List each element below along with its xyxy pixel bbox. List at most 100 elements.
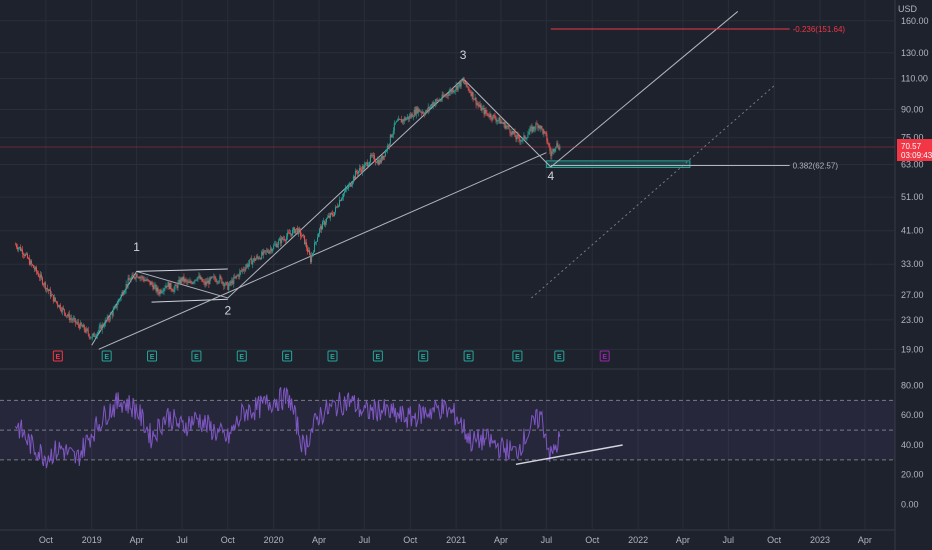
candle-body (293, 227, 295, 230)
candle-body (406, 116, 408, 119)
earnings-marker-label: E (466, 354, 471, 361)
candle-body (402, 119, 404, 122)
candle-body (257, 256, 259, 258)
candle-body (281, 237, 283, 244)
candle-body (68, 313, 70, 321)
wave5-projection (550, 11, 739, 168)
candle-body (518, 135, 520, 139)
candle-body (236, 275, 238, 277)
candle-body (165, 285, 167, 288)
candle-body (198, 275, 200, 277)
rsi-tick-label: 80.00 (901, 380, 924, 390)
candle-body (508, 125, 510, 129)
candle-body (270, 248, 272, 251)
candle-body (429, 106, 431, 109)
candle-body (458, 82, 460, 85)
price-tick-label: 130.00 (901, 48, 929, 58)
candle-body (123, 292, 125, 295)
wave-channel-line (98, 152, 547, 350)
candle-body (398, 119, 400, 120)
earnings-marker (327, 350, 338, 362)
candle-body (232, 280, 234, 284)
candle-body (392, 130, 394, 135)
candle-body (524, 135, 526, 139)
candle-body (225, 282, 227, 285)
candle-body (91, 335, 93, 339)
candle-body (124, 290, 126, 293)
candle-body (507, 125, 509, 127)
candle-body (262, 251, 264, 255)
candle-body (83, 324, 85, 330)
candle-body (386, 145, 388, 151)
candle-body (430, 104, 432, 107)
candle-body (487, 113, 489, 116)
earnings-marker-label: E (150, 354, 155, 361)
candle-body (226, 282, 228, 284)
candle-body (529, 128, 531, 133)
candle-body (510, 132, 512, 135)
candle-body (312, 253, 314, 256)
candle-body (175, 285, 177, 286)
candle-body (267, 250, 269, 253)
candle-body (537, 124, 539, 128)
candle-body (365, 162, 367, 164)
candle-body (69, 318, 71, 321)
candle-body (460, 80, 462, 87)
candle-body (381, 156, 383, 160)
candle-body (251, 258, 253, 265)
candle-body (288, 232, 290, 234)
candle-body (195, 279, 197, 281)
candle-body (176, 285, 178, 289)
price-tick-label: 63.00 (901, 159, 924, 169)
earnings-marker (191, 350, 202, 362)
candle-body (367, 164, 369, 167)
candle-body (530, 126, 532, 129)
price-axis[interactable]: 19.00 23.00 27.00 33.00 41.00 51.00 63.00 75.00… (901, 16, 929, 355)
candle-body (517, 134, 519, 136)
candle-body (82, 324, 84, 328)
fib-levels: -0.236(151.64) 0.382(62.57) (550, 25, 845, 171)
candle-body (233, 277, 235, 284)
candle-body (461, 80, 463, 82)
candle-body (334, 207, 336, 212)
candle-body (137, 277, 139, 278)
candle-body (338, 200, 340, 206)
candle-body (218, 281, 220, 283)
candle-body (469, 91, 471, 93)
candle-body (133, 275, 135, 278)
candle-body (436, 99, 438, 101)
candle-body (484, 109, 486, 115)
candle-body (360, 169, 362, 173)
candle-body (535, 123, 537, 129)
candle-body (404, 117, 406, 121)
candle-body (210, 277, 212, 279)
time-tick-label: 2022 (628, 535, 648, 545)
candle-body (278, 240, 280, 245)
candle-body (86, 328, 88, 331)
candle-body (20, 249, 22, 251)
candle-body (351, 182, 353, 185)
candle-body (543, 131, 545, 134)
time-tick-label: Oct (585, 535, 600, 545)
candle-body (426, 110, 428, 112)
candle-body (177, 282, 179, 289)
candle-body (242, 269, 244, 271)
time-tick-label: Apr (494, 535, 508, 545)
candle-body (21, 249, 23, 254)
last-price-tag-bg (897, 139, 932, 161)
candle-body (505, 126, 507, 129)
candle-body (16, 247, 18, 250)
earnings-marker (52, 350, 63, 362)
candle-body (146, 279, 148, 281)
candle-body (389, 134, 391, 144)
candle-body (307, 248, 309, 252)
candle-body (277, 244, 279, 248)
candle-body (77, 322, 79, 326)
candle-body (509, 128, 511, 133)
candle-body (538, 125, 540, 128)
candle-body (178, 279, 180, 283)
candle-body (192, 282, 194, 284)
candle-body (247, 264, 249, 267)
candle-body (72, 318, 74, 321)
candle-body (110, 313, 112, 315)
